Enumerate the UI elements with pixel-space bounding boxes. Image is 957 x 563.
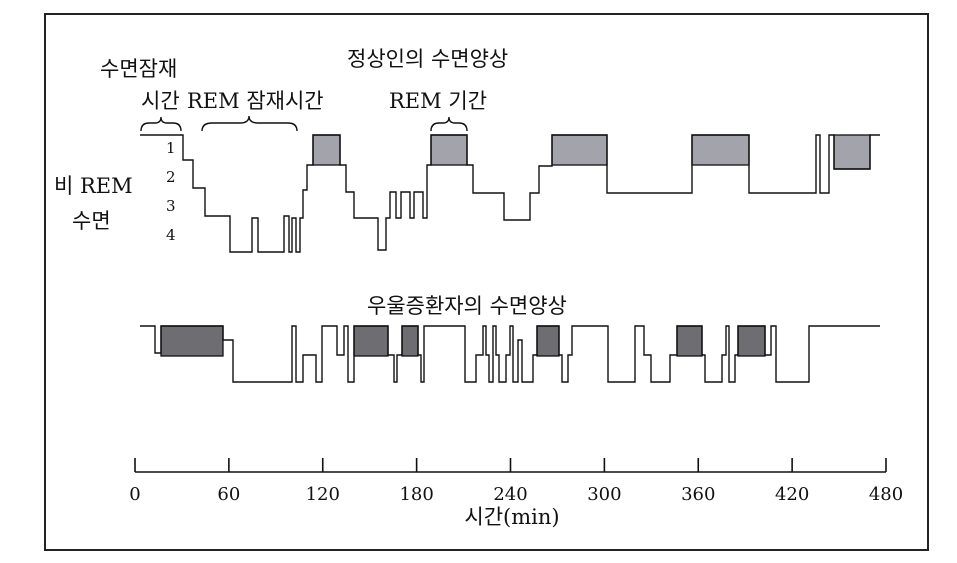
stage-label-3: 3: [166, 197, 176, 215]
label-rem-latency: REM 잠재시간: [187, 89, 324, 113]
label-latency-line1: 수면잠재: [100, 57, 177, 81]
axis-tick-label: 420: [775, 484, 809, 505]
stage-label-1: 1: [166, 139, 176, 157]
figure-frame: [44, 13, 929, 551]
axis-tick-label: 480: [869, 484, 903, 505]
axis-tick-label: 240: [493, 484, 527, 505]
stage-label-4: 4: [166, 226, 176, 244]
rem-block-depressed: [676, 325, 703, 357]
axis-tick-label: 60: [217, 484, 240, 505]
label-latency-line2: 시간: [141, 89, 180, 113]
depressed-title: 우울증환자의 수면양상: [367, 294, 567, 318]
label-rem-period: REM 기간: [389, 89, 487, 113]
rem-latency-brace: [201, 115, 298, 132]
rem-block-normal: [551, 134, 608, 166]
rem-block-normal: [430, 134, 468, 166]
normal-hypnogram: [140, 134, 880, 253]
rem-block-depressed: [401, 325, 419, 357]
axis-tick-label: 300: [587, 484, 621, 505]
rem-block-normal: [312, 134, 341, 166]
label-nrem-line2: 수면: [72, 209, 111, 233]
time-axis: 0 60 120 180 240 300 360 420 480: [129, 458, 903, 505]
stage-label-2: 2: [166, 168, 176, 186]
axis-tick-label: 180: [399, 484, 433, 505]
rem-period-brace: [430, 116, 468, 132]
latency-brace: [140, 116, 182, 132]
depressed-hypnogram: [140, 325, 880, 383]
rem-block-depressed: [160, 325, 224, 357]
rem-block-depressed: [737, 325, 766, 357]
axis-tick-labels: 0 60 120 180 240 300 360 420 480: [129, 484, 903, 505]
rem-block-depressed: [536, 325, 560, 357]
axis-tick-label: 360: [681, 484, 715, 505]
axis-title: 시간(min): [464, 505, 559, 529]
axis-tick-label: 0: [129, 484, 140, 505]
label-nrem-line1: 비 REM: [54, 174, 133, 198]
rem-block-normal: [691, 134, 750, 166]
axis-ticks: [134, 458, 887, 472]
axis-tick-label: 120: [306, 484, 340, 505]
rem-block-depressed: [353, 325, 389, 357]
normal-title: 정상인의 수면양상: [347, 47, 508, 71]
rem-block-normal: [833, 134, 871, 170]
